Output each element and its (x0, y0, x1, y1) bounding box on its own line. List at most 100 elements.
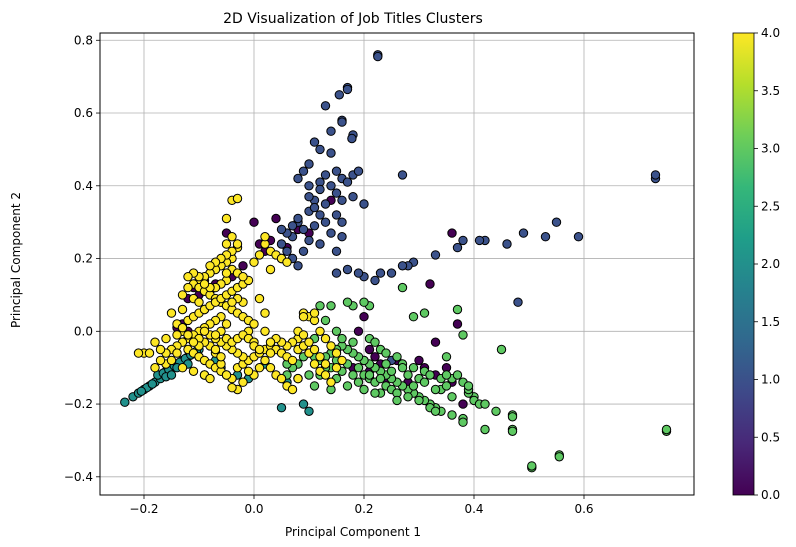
data-point-cluster-4 (254, 250, 265, 260)
data-point-cluster-4 (177, 323, 188, 333)
data-point-cluster-2 (276, 403, 287, 413)
data-point-cluster-0 (430, 337, 441, 347)
data-point-cluster-4 (337, 355, 347, 366)
data-point-cluster-2 (298, 399, 309, 409)
data-point-cluster-4 (166, 308, 177, 318)
data-point-cluster-4 (298, 312, 309, 322)
data-point-cluster-1 (326, 181, 336, 191)
data-point-cluster-4 (221, 239, 232, 249)
colorbar-tick-label: 1.5 (761, 315, 780, 329)
data-point-cluster-1 (326, 148, 336, 158)
data-point-cluster-3 (342, 381, 353, 391)
data-point-cluster-4 (265, 363, 276, 373)
data-point-cluster-0 (353, 326, 364, 336)
data-point-cluster-1 (650, 170, 661, 180)
data-point-cluster-3 (480, 399, 490, 409)
data-point-cluster-4 (188, 337, 199, 347)
data-point-cluster-3 (419, 377, 430, 387)
data-point-cluster-1 (474, 235, 485, 246)
data-point-cluster-3 (304, 370, 314, 380)
data-point-cluster-4 (161, 333, 171, 344)
data-point-cluster-4 (309, 359, 320, 369)
data-point-cluster-1 (397, 170, 408, 180)
colorbar-tick-label: 3.0 (761, 142, 780, 156)
data-point-cluster-4 (249, 319, 259, 329)
data-point-cluster-4 (260, 355, 270, 366)
data-point-cluster-3 (359, 384, 369, 395)
data-point-cluster-0 (238, 261, 248, 271)
data-point-cluster-4 (155, 344, 166, 355)
data-point-cluster-3 (403, 392, 413, 402)
data-point-cluster-4 (331, 348, 342, 358)
data-point-cluster-1 (342, 84, 353, 95)
data-point-cluster-0 (364, 344, 375, 355)
data-point-cluster-3 (359, 297, 369, 307)
data-point-cluster-1 (458, 235, 468, 246)
data-point-cluster-4 (320, 359, 331, 369)
data-point-cluster-4 (232, 239, 243, 249)
data-point-cluster-1 (298, 224, 309, 235)
data-point-cluster-3 (507, 426, 518, 436)
data-point-cluster-4 (177, 304, 188, 315)
data-point-cluster-1 (573, 232, 584, 242)
data-point-cluster-1 (518, 228, 529, 238)
data-point-cluster-1 (315, 210, 325, 220)
data-point-cluster-4 (199, 326, 210, 336)
data-point-cluster-0 (425, 279, 435, 289)
colorbar-tick-label: 2.0 (761, 257, 780, 271)
data-point-cluster-4 (238, 377, 248, 387)
data-point-cluster-1 (304, 159, 314, 169)
data-point-cluster-3 (331, 326, 342, 336)
chart-title: 2D Visualization of Job Titles Clusters (223, 11, 483, 27)
data-point-cluster-4 (260, 308, 270, 318)
data-point-cluster-3 (430, 384, 441, 395)
y-tick-label: −0.2 (64, 397, 93, 411)
data-point-cluster-1 (304, 181, 314, 191)
data-point-cluster-3 (441, 370, 452, 380)
data-point-cluster-2 (147, 379, 158, 389)
data-point-cluster-4 (232, 193, 243, 204)
data-point-cluster-4 (227, 232, 237, 242)
x-tick-label: −0.2 (129, 502, 158, 516)
data-point-cluster-1 (276, 239, 287, 249)
data-point-cluster-1 (298, 246, 309, 257)
data-point-cluster-1 (348, 192, 358, 202)
data-point-cluster-1 (359, 199, 369, 209)
x-axis-ticks: −0.2 0.0 0.2 0.4 0.6 (129, 495, 594, 516)
data-point-cluster-4 (227, 297, 237, 307)
data-point-cluster-4 (221, 319, 232, 329)
data-point-cluster-1 (353, 166, 364, 176)
data-point-cluster-3 (403, 370, 413, 380)
data-point-cluster-3 (430, 406, 441, 416)
x-tick-label: 0.4 (464, 502, 483, 516)
x-tick-label: 0.2 (354, 502, 373, 516)
data-point-cluster-4 (216, 352, 226, 362)
data-point-cluster-0 (271, 213, 281, 224)
data-point-cluster-3 (375, 373, 386, 384)
y-tick-label: −0.4 (64, 470, 93, 484)
data-point-cluster-3 (554, 452, 564, 462)
data-point-cluster-4 (221, 213, 232, 224)
data-point-cluster-1 (309, 221, 320, 231)
data-point-cluster-4 (315, 326, 325, 336)
data-point-cluster-4 (188, 366, 199, 376)
data-point-cluster-1 (276, 224, 287, 235)
grid-lines (100, 33, 694, 495)
data-point-cluster-1 (331, 268, 342, 278)
data-point-cluster-3 (348, 370, 358, 380)
data-point-cluster-1 (315, 184, 325, 195)
data-point-cluster-0 (359, 312, 369, 322)
data-point-cluster-4 (287, 355, 298, 366)
data-point-cluster-1 (309, 137, 320, 147)
data-point-cluster-3 (408, 363, 419, 373)
data-point-cluster-4 (166, 355, 177, 366)
data-point-cluster-1 (337, 195, 347, 206)
data-point-cluster-1 (320, 217, 331, 227)
data-point-cluster-4 (298, 330, 309, 340)
data-point-cluster-1 (337, 117, 347, 127)
data-point-cluster-1 (551, 217, 562, 227)
data-point-cluster-3 (320, 315, 331, 326)
data-point-cluster-3 (370, 337, 380, 347)
data-point-cluster-1 (334, 90, 344, 100)
data-point-cluster-1 (309, 202, 320, 213)
